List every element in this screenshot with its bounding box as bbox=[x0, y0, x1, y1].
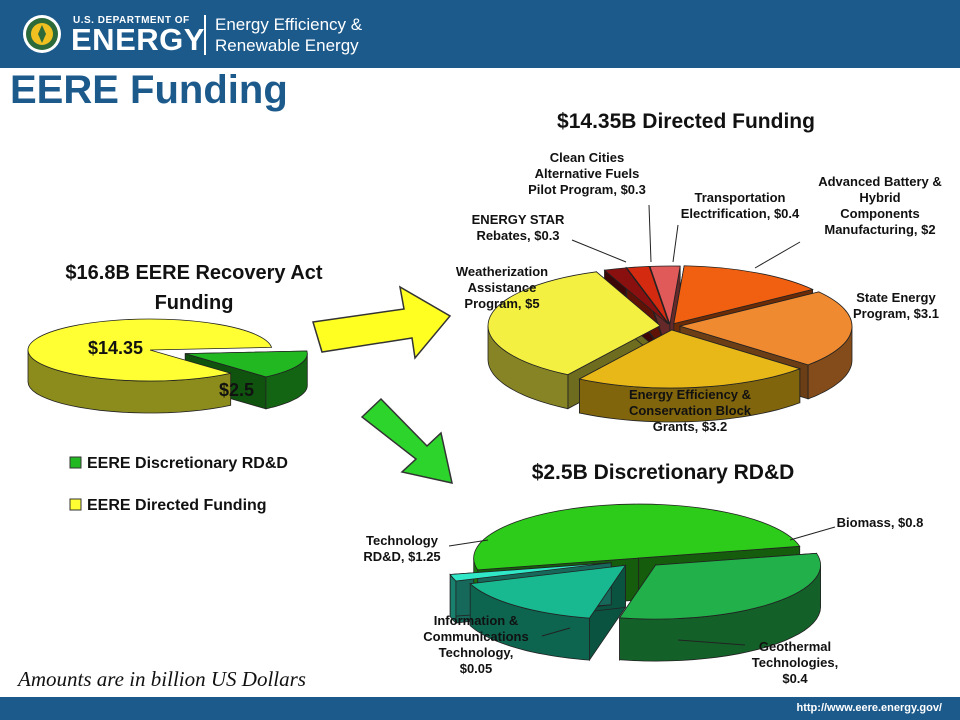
slice-label: Technology, bbox=[439, 645, 514, 660]
pie-slice bbox=[473, 503, 801, 571]
arrow-to-discretionary-icon bbox=[360, 397, 453, 484]
recovery-title-line2: Funding bbox=[155, 292, 234, 314]
slice-label: Biomass, $0.8 bbox=[837, 515, 924, 530]
eere-name-line2: Renewable Energy bbox=[215, 36, 359, 55]
directed-chart-title: $14.35B Directed Funding bbox=[557, 110, 815, 133]
pie-slice bbox=[185, 350, 308, 378]
slice-label: Weatherization bbox=[456, 264, 548, 279]
units-note: Amounts are in billion US Dollars bbox=[18, 667, 306, 691]
slice-label: Information & bbox=[434, 613, 519, 628]
pie-slice bbox=[27, 318, 273, 382]
pie-slice bbox=[487, 271, 661, 376]
pie-slice bbox=[449, 562, 612, 582]
slice-label: Rebates, $0.3 bbox=[476, 228, 559, 243]
slice-label: Transportation bbox=[694, 190, 785, 205]
directed-leader-lines bbox=[571, 204, 801, 269]
slice-label: Pilot Program, $0.3 bbox=[528, 182, 646, 197]
charts-canvas: $16.8B EERE Recovery Act Funding $14.35 … bbox=[27, 110, 942, 686]
slice-label: RD&D, $1.25 bbox=[363, 549, 440, 564]
legend-label-discretionary: EERE Discretionary RD&D bbox=[87, 455, 288, 472]
slice-label: Assistance bbox=[468, 280, 537, 295]
pie-slice bbox=[603, 267, 669, 325]
slice-label: Manufacturing, $2 bbox=[824, 222, 935, 237]
header-bar: U.S. DEPARTMENT OF ENERGY Energy Efficie… bbox=[0, 0, 960, 68]
discretionary-chart-title: $2.5B Discretionary RD&D bbox=[532, 461, 795, 484]
pie-slice bbox=[673, 265, 814, 325]
footer-url: http://www.eere.energy.gov/ bbox=[796, 702, 942, 714]
legend-swatch-discretionary bbox=[69, 456, 82, 469]
slice-label: Electrification, $0.4 bbox=[681, 206, 800, 221]
slice-label: Geothermal bbox=[759, 639, 831, 654]
legend: EERE Discretionary RD&D EERE Directed Fu… bbox=[69, 455, 288, 514]
slice-label: Clean Cities bbox=[550, 150, 624, 165]
pie-slice bbox=[678, 291, 853, 366]
arrow-to-directed-icon bbox=[312, 285, 452, 360]
slice-label: Hybrid bbox=[859, 190, 900, 205]
pie-slice bbox=[618, 552, 821, 620]
discretionary-chart: $2.5B Discretionary RD&D TechnologyRD&D,… bbox=[363, 461, 923, 686]
slice-label: Energy Efficiency & bbox=[629, 387, 751, 402]
eere-name-line1: Energy Efficiency & bbox=[215, 15, 363, 34]
pie-slice bbox=[649, 265, 681, 326]
page-title: EERE Funding bbox=[10, 68, 288, 112]
legend-label-directed: EERE Directed Funding bbox=[87, 497, 267, 514]
slice-label: Technologies, bbox=[752, 655, 838, 670]
slice-label: ENERGY STAR bbox=[472, 212, 565, 227]
slice-label: $0.05 bbox=[460, 661, 493, 676]
slice-label: State Energy bbox=[856, 290, 936, 305]
recovery-title-line1: $16.8B EERE Recovery Act bbox=[65, 262, 323, 284]
header-divider bbox=[204, 15, 206, 55]
discretionary-leader-lines bbox=[448, 526, 836, 646]
slice-label: Components bbox=[840, 206, 919, 221]
doe-label-small: U.S. DEPARTMENT OF bbox=[73, 15, 190, 26]
slice-label: Grants, $3.2 bbox=[653, 419, 727, 434]
directed-funding-chart: $14.35B Directed Funding WeatherizationA… bbox=[456, 110, 942, 434]
pie-slice bbox=[578, 329, 802, 389]
slice-label: Program, $3.1 bbox=[853, 306, 939, 321]
doe-label-big: ENERGY bbox=[71, 22, 205, 57]
slice-label: Communications bbox=[423, 629, 528, 644]
slice-label-discretionary: $2.5 bbox=[219, 380, 254, 400]
footer-bar: http://www.eere.energy.gov/ bbox=[0, 697, 960, 720]
pie-slice bbox=[469, 564, 627, 619]
slice-label: Program, $5 bbox=[464, 296, 539, 311]
recovery-act-chart: $16.8B EERE Recovery Act Funding $14.35 … bbox=[27, 262, 323, 514]
slice-label: Alternative Fuels bbox=[535, 166, 640, 181]
slice-label: $0.4 bbox=[782, 671, 808, 686]
slice-label: Technology bbox=[366, 533, 439, 548]
slice-label: Conservation Block bbox=[629, 403, 752, 418]
pie-slice bbox=[626, 265, 670, 325]
slice-label: Advanced Battery & bbox=[818, 174, 942, 189]
slice-label-directed: $14.35 bbox=[88, 338, 143, 358]
doe-seal-icon bbox=[23, 15, 61, 53]
legend-swatch-directed bbox=[69, 498, 82, 511]
